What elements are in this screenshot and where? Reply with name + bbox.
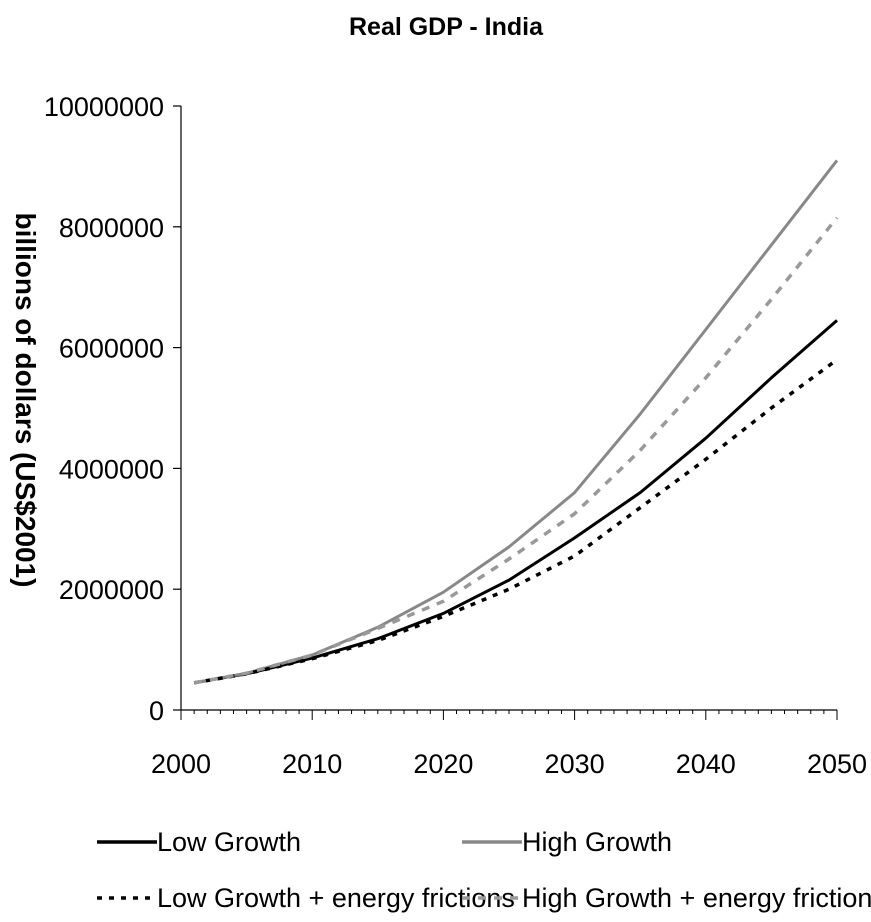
series-layer — [193, 159, 839, 685]
legend-item-3: Low Growth + energy frictions — [97, 883, 515, 913]
y-tick-label: 2000000 — [59, 575, 164, 605]
legend-label: Low Growth + energy frictions — [157, 883, 515, 913]
y-tick-label: 10000000 — [44, 92, 164, 122]
legend-item-2: High Growth — [462, 827, 672, 857]
y-tick-label: 0 — [149, 696, 164, 726]
x-tick-label: 2010 — [282, 749, 342, 779]
legend-item-4: High Growth + energy frictions — [462, 883, 871, 913]
y-axis-label: billions of dollars (US$2001) — [10, 213, 41, 588]
y-tick-label: 6000000 — [59, 334, 164, 364]
x-tick-label: 2020 — [413, 749, 473, 779]
axes: 0 2000000 4000000 6000000 8000000 10000000 200… — [44, 92, 867, 779]
x-tick-label: 2040 — [676, 749, 736, 779]
x-tick-label: 2000 — [151, 749, 211, 779]
legend-item-1: Low Growth — [97, 827, 301, 857]
series-line-1 — [193, 319, 838, 685]
chart-title: Real GDP - India — [349, 13, 544, 41]
y-tick-label: 4000000 — [59, 454, 164, 484]
x-tick-label: 2030 — [545, 749, 605, 779]
series-line-2 — [193, 159, 839, 685]
series-line-3 — [193, 358, 839, 685]
y-tick-label: 8000000 — [59, 213, 164, 243]
legend-label: High Growth — [522, 827, 672, 857]
legend-label: Low Growth — [157, 827, 301, 857]
legend-label: High Growth + energy frictions — [522, 883, 871, 913]
x-tick-label: 2050 — [807, 749, 867, 779]
series-line-4 — [193, 216, 839, 685]
